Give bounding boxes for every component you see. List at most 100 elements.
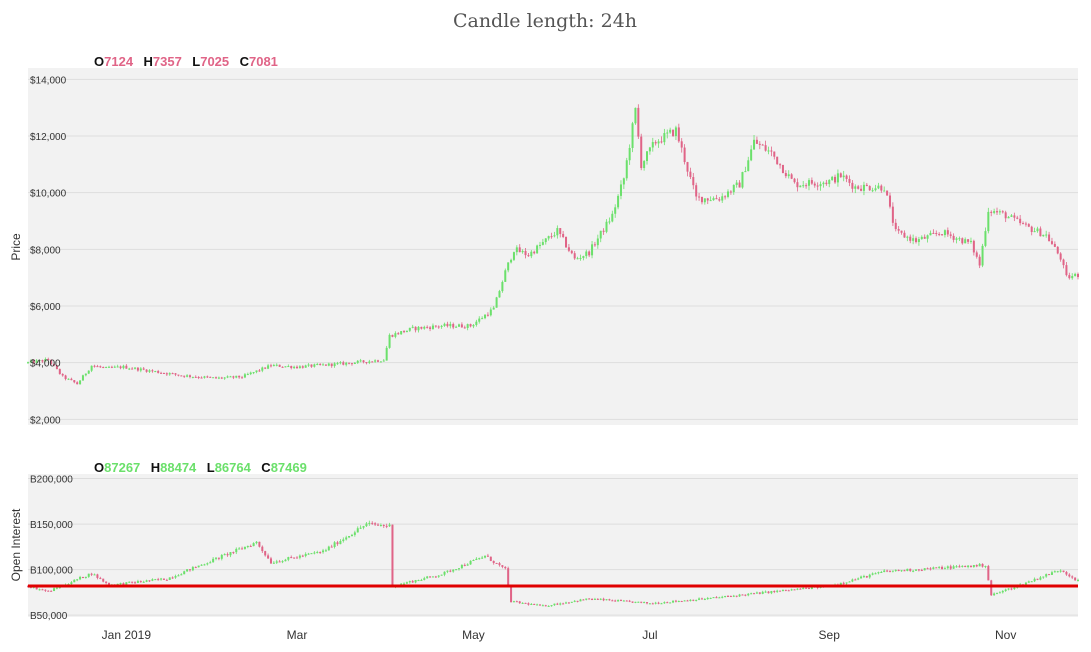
candle-body: [591, 244, 594, 256]
candle-body: [252, 543, 255, 547]
candle-body: [518, 247, 521, 253]
candle-body: [998, 592, 1001, 594]
candle-body: [489, 309, 492, 316]
oi-y-tick-labels: B50,000 B100,000 B150,000 B200,000: [30, 475, 73, 623]
candle-body: [339, 540, 342, 545]
candle-body: [472, 559, 475, 561]
candle-body: [429, 576, 432, 578]
candle-body: [964, 239, 967, 244]
candle-body: [565, 602, 568, 604]
candle-body: [379, 361, 382, 363]
candle-body: [608, 599, 611, 601]
candle-body: [750, 149, 753, 161]
candle-body: [715, 597, 718, 599]
candle-body: [107, 366, 111, 368]
candle-body: [81, 375, 84, 381]
candle-body: [330, 546, 333, 548]
candle-body: [805, 587, 808, 589]
candle-body: [779, 164, 782, 166]
candle-body: [1039, 228, 1042, 237]
candle-body: [26, 362, 30, 364]
candle-body: [148, 370, 151, 372]
candle-body: [136, 581, 139, 583]
candle-body: [264, 551, 267, 556]
candle-body: [154, 371, 157, 373]
candle-body: [116, 366, 119, 368]
oi-high-value: 88474: [160, 460, 197, 475]
candle-body: [634, 601, 637, 603]
candle-body: [443, 323, 446, 326]
candle-body: [886, 190, 889, 196]
candle-body: [695, 185, 698, 197]
candle-body: [909, 236, 912, 241]
candle-body: [790, 174, 793, 179]
candle-body: [431, 576, 434, 578]
candle-body: [773, 591, 776, 593]
candle-body: [550, 236, 553, 238]
candle-body: [327, 546, 330, 551]
candle-body: [602, 230, 605, 232]
candle-body: [1004, 589, 1007, 591]
candle-body: [287, 557, 290, 560]
candle-body: [1024, 223, 1027, 225]
candle-body: [235, 548, 238, 553]
candle-body: [463, 564, 466, 566]
candle-body: [73, 579, 76, 583]
x-tick-label: Sep: [819, 628, 841, 642]
candle-body: [1022, 223, 1025, 225]
candle-body: [333, 363, 336, 367]
candle-body: [284, 559, 287, 562]
candle-body: [657, 141, 660, 144]
candle-body: [915, 238, 918, 243]
candle-body: [865, 184, 868, 187]
candle-body: [993, 593, 996, 596]
candle-body: [238, 375, 241, 378]
candle-body: [807, 180, 811, 186]
candle-body: [1007, 588, 1010, 590]
candle-body: [119, 583, 122, 585]
candle-body: [1071, 276, 1074, 279]
candle-body: [1013, 587, 1016, 590]
candle-body: [912, 570, 915, 572]
candle-body: [703, 599, 706, 601]
candle-body: [588, 598, 591, 600]
candle-body: [839, 582, 842, 585]
candle-body: [220, 377, 223, 379]
price-plot-area: [28, 68, 1078, 425]
candle-body: [761, 591, 764, 594]
candle-body: [1048, 574, 1051, 576]
candle-body: [825, 182, 828, 185]
candle-body: [909, 568, 912, 571]
candle-body: [336, 363, 339, 365]
y-tick-label: $12,000: [30, 132, 67, 143]
candle-body: [76, 382, 79, 385]
candle-body: [530, 251, 533, 257]
candle-body: [50, 590, 53, 592]
candle-body: [582, 256, 585, 258]
candle-body: [949, 234, 952, 236]
candle-body: [348, 535, 351, 538]
candle-body: [938, 566, 941, 568]
price-y-tick-labels: $2,000 $4,000 $6,000 $8,000 $10,000 $12,000 $1…: [30, 75, 67, 426]
price-ohlc-readout: O7124 H7357 L7025 C7081: [94, 54, 278, 69]
candle-body: [339, 362, 342, 364]
candle-body: [446, 570, 449, 572]
candle-body: [900, 570, 903, 572]
candle-body: [619, 184, 622, 196]
candle-body: [142, 581, 145, 583]
candle-body: [423, 578, 426, 580]
candle-body: [695, 599, 698, 601]
candle-body: [761, 144, 764, 146]
candle-body: [142, 368, 145, 370]
candle-body: [249, 372, 252, 375]
candle-body: [437, 575, 440, 577]
candle-body: [674, 127, 677, 137]
candle-body: [209, 376, 212, 378]
candle-body: [637, 107, 640, 137]
candle-body: [1076, 273, 1080, 278]
candle-body: [131, 581, 134, 583]
candle-body: [411, 326, 414, 328]
candle-body: [478, 558, 481, 560]
candle-body: [241, 548, 244, 550]
candle-body: [972, 565, 975, 567]
